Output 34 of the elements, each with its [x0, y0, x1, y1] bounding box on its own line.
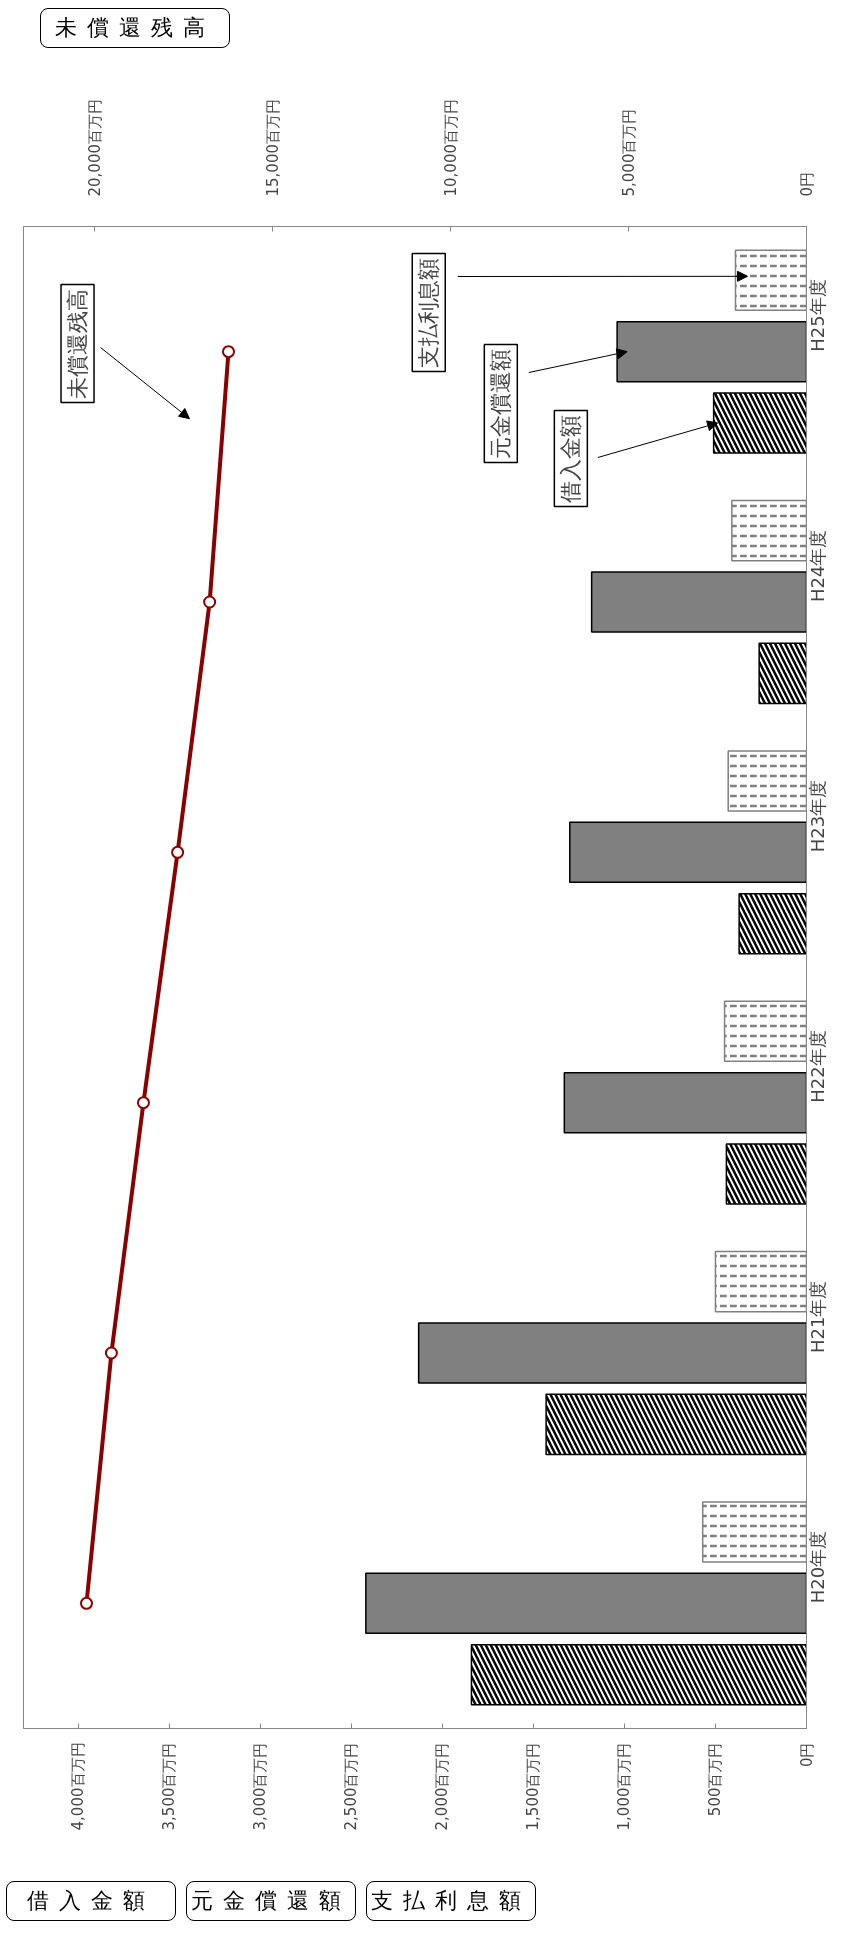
x-tick-label: 0円	[797, 1742, 816, 1768]
y-tick-label: H23年度	[807, 779, 828, 853]
y-tick-label: H24年度	[807, 529, 828, 602]
y-tick-label: H25年度	[807, 279, 828, 352]
x2-axis-title: 未償還残高	[40, 8, 230, 48]
x2-tick-label: 5,000百万円	[619, 108, 638, 197]
point	[171, 845, 185, 859]
text: 借入金額	[558, 414, 584, 503]
point	[104, 1346, 118, 1360]
x-tick-label: 3,500百万円	[160, 1742, 179, 1831]
text: 元金償還額	[488, 348, 514, 459]
y-tick-label: H21年度	[807, 1280, 828, 1353]
point	[203, 595, 217, 609]
text: 借入金額	[6, 1881, 176, 1921]
x-tick-label: 4,000百万円	[69, 1742, 88, 1831]
x-tick-label: 2,500百万円	[342, 1742, 361, 1831]
point	[80, 1596, 93, 1610]
text: 支払利息額	[416, 257, 442, 368]
y-tick-label: H20年度	[807, 1530, 828, 1604]
text: 支払利息額	[366, 1881, 536, 1921]
x2-tick-label: 10,000百万円	[441, 99, 460, 197]
text: 未償還残高	[65, 288, 91, 399]
point	[222, 345, 235, 359]
x-tick-label: 2,000百万円	[433, 1742, 452, 1831]
text: 元金償還額	[186, 1881, 356, 1921]
point	[136, 1096, 150, 1110]
x-tick-label: 3,000百万円	[251, 1742, 270, 1831]
x2-tick-label: 20,000百万円	[85, 99, 104, 197]
x2-tick-label: 0円	[797, 171, 816, 197]
x-tick-label: 1,000百万円	[615, 1742, 634, 1831]
x-tick-label: 500百万円	[706, 1742, 725, 1817]
x2-tick-label: 15,000百万円	[263, 99, 282, 197]
y-tick-label: H22年度	[807, 1030, 828, 1103]
x-tick-label: 1,500百万円	[524, 1742, 543, 1831]
